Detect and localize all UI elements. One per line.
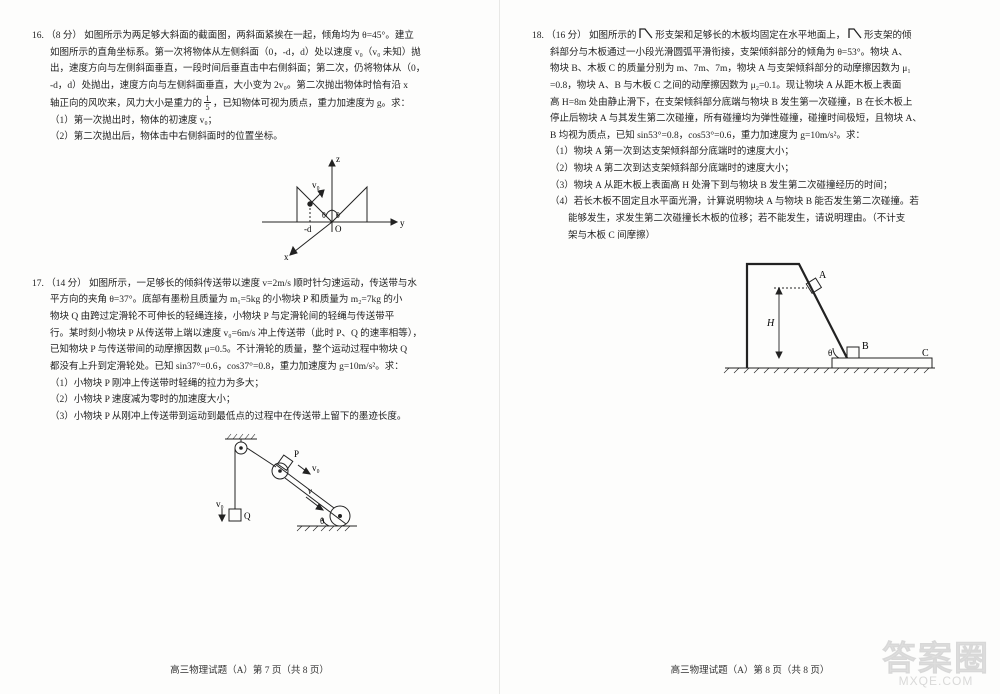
q17-figure: v₀ Q P v₀ v θ xyxy=(172,431,362,546)
q18-figure: A B C H θ xyxy=(717,250,942,385)
q18-line6: 停止后物块 A 与其发生第二次碰撞，所有碰撞均为弹性碰撞，碰撞时间极短，且物块 … xyxy=(532,111,968,128)
q17-sub1: （1）小物块 P 刚冲上传送带时轻绳的拉力为多大； xyxy=(32,376,467,393)
q17-line1: 如图所示，一足够长的倾斜传送带以速度 v=2m/s 顺时针匀速运动，传送带与水 xyxy=(89,279,417,289)
q17-line4: 行。某时刻小物块 P 从传送带上端以速度 v₀=6m/s 冲上传送带（此时 P、… xyxy=(32,326,467,343)
q18-line1b: 形支架和足够长的木板均固定在水平地面上， xyxy=(655,31,845,41)
q16-number: 16. xyxy=(32,31,44,41)
q17-v0q: v₀ xyxy=(216,499,224,509)
q18-sub1: （1）物块 A 第一次到达支架倾斜部分底端时的速度大小； xyxy=(532,144,968,161)
footer-left: 高三物理试题（A）第 7 页（共 8 页） xyxy=(0,663,499,680)
q16-fraction: 15 xyxy=(204,94,210,112)
q18-points: （16 分） xyxy=(546,31,586,41)
q18-line1c: 形支架的倾 xyxy=(864,31,912,41)
q16-axis-z: z xyxy=(336,154,340,164)
q16-line5b: ，已知物体可视为质点，重力加速度为 g。求： xyxy=(213,99,410,109)
q16-axis-x: x xyxy=(284,252,289,262)
pages-container: 16. （8 分） 如图所示为两足够大斜面的截面图，两斜面紧挨在一起，倾角均为 … xyxy=(0,0,1000,694)
q17-line3: 物块 Q 由跨过定滑轮不可伸长的轻绳连接，小物块 P 与定滑轮间的轻绳与传送带平 xyxy=(32,309,467,326)
bracket-icon xyxy=(848,28,862,39)
q18-A: A xyxy=(819,270,827,281)
q17-v: v xyxy=(308,486,312,496)
q17-theta: θ xyxy=(320,516,324,526)
q17-line6: 都没有上升到定滑轮处。已知 sin37°=0.6，cos37°=0.8，重力加速… xyxy=(32,359,467,376)
q18-line3: 物块 B、木板 C 的质量分别为 m、7m、7m，物块 A 与支架倾斜部分的动摩… xyxy=(532,61,968,78)
q16-line2: 如图所示的直角坐标系。第一次将物体从左侧斜面（0，-d，d）处以速度 v₀（v₀… xyxy=(32,45,467,62)
q16-line5a: 轴正向的风吹来，风力大小是重力的 xyxy=(50,99,202,109)
q16-body: 16. （8 分） 如图所示为两足够大斜面的截面图，两斜面紧挨在一起，倾角均为 … xyxy=(32,28,467,146)
q18-H: H xyxy=(766,318,775,329)
bracket-icon xyxy=(639,28,653,39)
question-16: 16. （8 分） 如图所示为两足够大斜面的截面图，两斜面紧挨在一起，倾角均为 … xyxy=(32,28,467,262)
q16-origin: O xyxy=(335,224,342,234)
q18-sub4c: 架与木板 C 间摩擦） xyxy=(532,228,968,245)
page-7: 16. （8 分） 如图所示为两足够大斜面的截面图，两斜面紧挨在一起，倾角均为 … xyxy=(0,0,500,694)
q16-axis-y: y xyxy=(400,218,405,228)
q17-sub2: （2）小物块 P 速度减为零时的加速度大小； xyxy=(32,392,467,409)
q17-line2: 平方向的夹角 θ=37°。底部有墨粉且质量为 m₁=5kg 的小物块 P 和质量… xyxy=(32,292,467,309)
q18-line7: B 均视为质点，已知 sin53°=0.8，cos53°=0.6，重力加速度为 … xyxy=(532,128,968,145)
q17-number: 17. xyxy=(32,279,44,289)
q18-theta: θ xyxy=(828,348,832,358)
page-8: 18. （16 分） 如图所示的 形支架和足够长的木板均固定在水平地面上， 形支… xyxy=(500,0,1000,694)
q18-line2: 斜部分与木板通过一小段光滑圆弧平滑衔接，支架倾斜部分的倾角为 θ=53°。物块 … xyxy=(532,45,968,62)
q18-line4: =0.8，物块 A、B 与木板 C 之间的动摩擦因数为 μ₂=0.1。现让物块 … xyxy=(532,78,968,95)
q17-line5: 已知物块 P 与传送带间的动摩擦因数 μ=0.5。不计滑轮的质量，整个运动过程中… xyxy=(32,342,467,359)
q16-minus-d: -d xyxy=(304,224,312,234)
q18-number: 18. xyxy=(532,31,544,41)
q16-line3: 出，速度方向与左侧斜面垂直，一段时间后垂直击中右侧斜面；第二次，仍将物体从（0， xyxy=(32,61,467,78)
q17-v0p: v₀ xyxy=(312,463,320,473)
q18-line5: 高 H=8m 处由静止滑下，在支架倾斜部分底端与物块 B 发生第一次碰撞，B 在… xyxy=(532,95,968,112)
q16-theta2: θ xyxy=(336,211,340,220)
q17-body: 17. （14 分） 如图所示，一足够长的倾斜传送带以速度 v=2m/s 顺时针… xyxy=(32,276,467,426)
q17-Q: Q xyxy=(244,511,251,521)
q17-sub3: （3）小物块 P 从刚冲上传送带到运动到最低点的过程中在传送带上留下的墨迹长度。 xyxy=(32,409,467,426)
footer-right: 高三物理试题（A）第 8 页（共 8 页） xyxy=(500,663,1000,680)
q16-frac-den: 5 xyxy=(204,103,210,112)
q18-sub2: （2）物块 A 第二次到达支架倾斜部分底端时的速度大小； xyxy=(532,161,968,178)
q16-v0-label: v₀ xyxy=(312,180,320,190)
q16-line1: 如图所示为两足够大斜面的截面图，两斜面紧挨在一起，倾角均为 θ=45°。建立 xyxy=(84,31,414,41)
q16-theta1: θ xyxy=(322,211,326,220)
q16-line4: -d，d）处抛出，速度方向与左侧斜面垂直，大小变为 2v₀。第二次抛出物体时恰有… xyxy=(32,78,467,95)
q18-B: B xyxy=(862,341,869,352)
q17-P: P xyxy=(294,449,299,459)
q16-figure: y z x O -d v₀ θ θ xyxy=(242,152,412,262)
q18-C: C xyxy=(922,348,929,359)
q18-body: 18. （16 分） 如图所示的 形支架和足够长的木板均固定在水平地面上， 形支… xyxy=(532,28,968,244)
q17-points: （14 分） xyxy=(46,279,86,289)
q18-sub4a: （4）若长木板不固定且水平面光滑，计算说明物块 A 与物块 B 能否发生第二次碰… xyxy=(532,194,968,211)
question-18: 18. （16 分） 如图所示的 形支架和足够长的木板均固定在水平地面上， 形支… xyxy=(532,28,968,385)
q18-sub4b: 能够发生，求发生第二次碰撞长木板的位移；若不能发生，请说明理由。（不计支 xyxy=(532,211,968,228)
q16-sub1: （1）第一次抛出时，物体的初速度 v₀； xyxy=(32,113,467,130)
q16-points: （8 分） xyxy=(46,31,82,41)
q18-line1a: 如图所示的 xyxy=(589,31,637,41)
q16-sub2: （2）第二次抛出后，物体击中右侧斜面时的位置坐标。 xyxy=(32,129,467,146)
question-17: 17. （14 分） 如图所示，一足够长的倾斜传送带以速度 v=2m/s 顺时针… xyxy=(32,276,467,547)
q18-sub3: （3）物块 A 从距木板上表面高 H 处滑下到与物块 B 发生第二次碰撞经历的时… xyxy=(532,178,968,195)
